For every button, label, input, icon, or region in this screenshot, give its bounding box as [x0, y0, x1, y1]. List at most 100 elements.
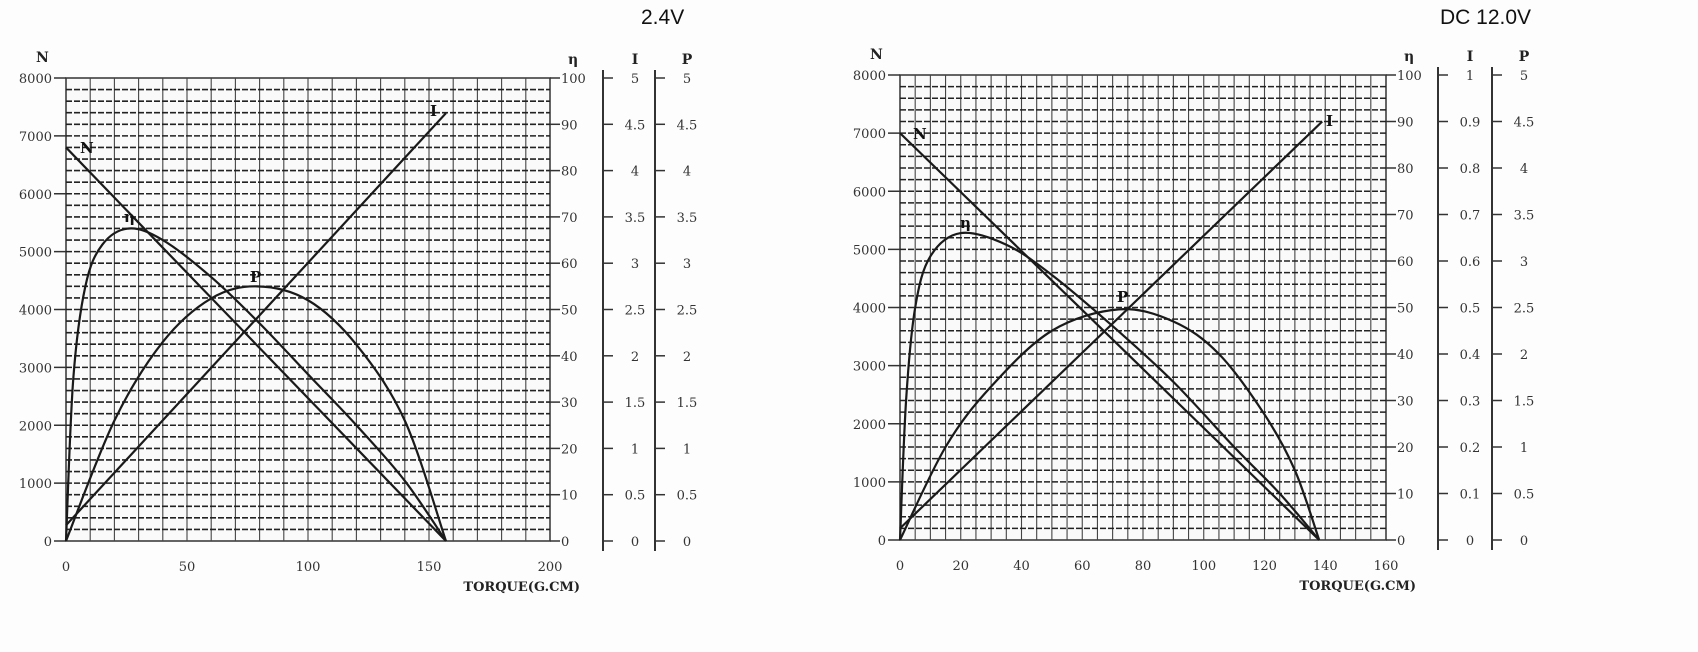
x-axis-tick-label: 120 [1252, 559, 1277, 574]
eta-axis-title: η [1404, 49, 1414, 65]
curve-label-eta: η [124, 208, 135, 226]
curve-label-i: I [430, 102, 437, 120]
chart-2-4v: 010002000300040005000600070008000N010203… [19, 50, 697, 595]
x-axis-tick-label: 40 [1013, 559, 1030, 574]
i-axis-tick-label: 3.5 [625, 211, 646, 226]
i-axis-tick-label: 1 [631, 442, 639, 457]
chart-title-2-4v: 2.4V [641, 6, 685, 29]
curve-label-n: N [913, 125, 927, 143]
curve-label-n: N [80, 139, 94, 157]
eta-axis-tick-label: 70 [1397, 209, 1414, 224]
n-axis-tick-label: 6000 [19, 188, 52, 203]
x-axis-tick-label: 140 [1313, 559, 1338, 574]
chart-title-12v: DC 12.0V [1440, 6, 1532, 29]
p-axis-tick-label: 2 [1520, 348, 1528, 363]
p-axis-tick-label: 4 [683, 165, 691, 180]
n-axis-tick-label: 6000 [853, 185, 886, 200]
curve-speed [899, 132, 1320, 541]
p-axis-tick-label: 0.5 [1514, 488, 1535, 503]
eta-axis-tick-label: 0 [1397, 534, 1405, 549]
x-axis-tick-label: 50 [179, 560, 196, 575]
curve-speed [65, 146, 447, 542]
eta-axis-tick-label: 50 [561, 304, 578, 319]
eta-axis-tick-label: 10 [561, 489, 578, 504]
p-axis-tick-label: 0.5 [677, 489, 698, 504]
p-axis-tick-label: 1.5 [1514, 395, 1535, 410]
i-axis-tick-label: 0.2 [1460, 441, 1481, 456]
curve-efficiency [64, 227, 447, 542]
eta-axis-tick-label: 100 [1397, 69, 1422, 84]
p-axis-tick-label: 1.5 [677, 396, 698, 411]
n-axis-tick-label: 0 [44, 535, 52, 550]
n-axis-tick-label: 1000 [19, 477, 52, 492]
eta-axis-tick-label: 70 [561, 211, 578, 226]
i-axis-tick-label: 0 [1466, 534, 1474, 549]
n-axis-tick-label: 3000 [853, 360, 886, 375]
eta-axis-tick-label: 100 [561, 72, 586, 87]
p-axis-tick-label: 2.5 [1514, 302, 1535, 317]
n-axis-title: N [36, 50, 49, 66]
n-axis-tick-label: 7000 [19, 130, 52, 145]
x-axis-tick-label: 60 [1074, 559, 1091, 574]
eta-axis-tick-label: 60 [561, 257, 578, 272]
i-axis-tick-label: 0.4 [1460, 348, 1481, 363]
p-axis-tick-label: 3 [683, 257, 691, 272]
i-axis-tick-label: 0.8 [1460, 162, 1481, 177]
p-axis-tick-label: 3.5 [1514, 209, 1535, 224]
curve-label-i: I [1326, 112, 1333, 130]
curve-power [64, 285, 447, 542]
i-axis-tick-label: 0.3 [1460, 395, 1481, 410]
n-axis-tick-label: 7000 [853, 127, 886, 142]
i-axis-tick-label: 4 [631, 165, 639, 180]
curve-power [899, 308, 1321, 541]
x-axis-tick-label: 200 [538, 560, 563, 575]
x-axis-tick-label: 0 [62, 560, 70, 575]
eta-axis-tick-label: 90 [1397, 116, 1414, 131]
eta-axis-tick-label: 20 [1397, 441, 1414, 456]
n-axis-tick-label: 4000 [19, 304, 52, 319]
i-axis-tick-label: 5 [631, 72, 639, 87]
p-axis-tick-label: 3 [1520, 255, 1528, 270]
eta-axis-tick-label: 10 [1397, 488, 1414, 503]
p-axis-tick-label: 1 [683, 442, 691, 457]
n-axis-tick-label: 5000 [19, 246, 52, 261]
x-axis-tick-label: 0 [896, 559, 904, 574]
x-axis-tick-label: 100 [1191, 559, 1216, 574]
i-axis-tick-label: 0 [631, 535, 639, 550]
i-axis-tick-label: 0.1 [1460, 488, 1481, 503]
eta-axis-tick-label: 30 [1397, 395, 1414, 410]
i-axis-tick-label: 3 [631, 257, 639, 272]
i-axis-title: I [632, 52, 639, 68]
i-axis-tick-label: 2.5 [625, 304, 646, 319]
p-axis-tick-label: 5 [1520, 69, 1528, 84]
p-axis-title: P [682, 52, 693, 68]
n-axis-tick-label: 2000 [853, 418, 886, 433]
eta-axis-tick-label: 0 [561, 535, 569, 550]
eta-axis-tick-label: 30 [561, 396, 578, 411]
n-axis-tick-label: 8000 [853, 69, 886, 84]
p-axis-tick-label: 2.5 [677, 304, 698, 319]
i-axis-title: I [1467, 49, 1474, 65]
i-axis-tick-label: 0.9 [1460, 116, 1481, 131]
p-axis-tick-label: 0 [1520, 534, 1528, 549]
i-axis-tick-label: 2 [631, 350, 639, 365]
eta-axis-tick-label: 90 [561, 118, 578, 133]
p-axis-tick-label: 2 [683, 350, 691, 365]
n-axis-tick-label: 3000 [19, 361, 52, 376]
chart-12v: 010002000300040005000600070008000N010203… [853, 47, 1534, 594]
p-axis-tick-label: 3.5 [677, 211, 698, 226]
p-axis-title: P [1519, 49, 1530, 65]
n-axis-tick-label: 1000 [853, 476, 886, 491]
p-axis-tick-label: 1 [1520, 441, 1528, 456]
eta-axis-tick-label: 60 [1397, 255, 1414, 270]
x-axis-tick-label: 160 [1374, 559, 1399, 574]
curve-efficiency [898, 231, 1321, 541]
p-axis-tick-label: 5 [683, 72, 691, 87]
n-axis-tick-label: 4000 [853, 302, 886, 317]
eta-axis-tick-label: 40 [561, 350, 578, 365]
n-axis-tick-label: 5000 [853, 243, 886, 258]
p-axis-tick-label: 0 [683, 535, 691, 550]
curve-label-p: P [1117, 288, 1128, 306]
eta-axis-tick-label: 40 [1397, 348, 1414, 363]
